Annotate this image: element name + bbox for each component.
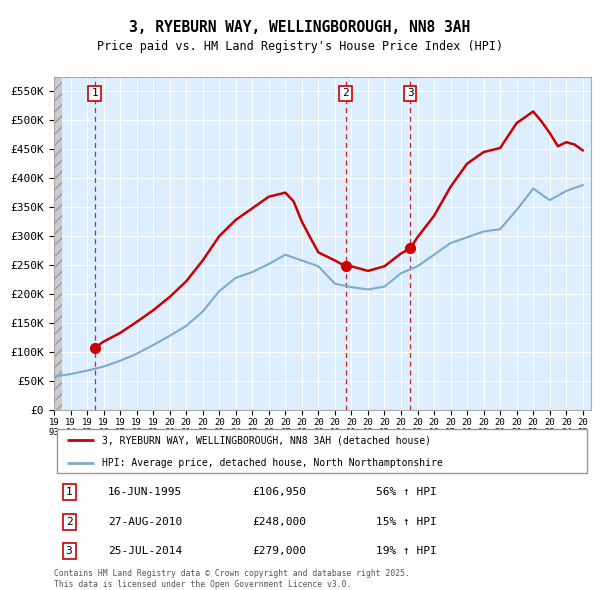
Text: 1: 1 <box>65 487 73 497</box>
Text: 3: 3 <box>65 546 73 556</box>
Text: £248,000: £248,000 <box>253 517 307 527</box>
Text: 19% ↑ HPI: 19% ↑ HPI <box>376 546 437 556</box>
Text: 25-JUL-2014: 25-JUL-2014 <box>108 546 182 556</box>
Text: 3, RYEBURN WAY, WELLINGBOROUGH, NN8 3AH (detached house): 3, RYEBURN WAY, WELLINGBOROUGH, NN8 3AH … <box>103 435 431 445</box>
Text: £106,950: £106,950 <box>253 487 307 497</box>
Bar <box>54 77 62 410</box>
Text: 3: 3 <box>407 88 413 99</box>
Text: £279,000: £279,000 <box>253 546 307 556</box>
Text: 15% ↑ HPI: 15% ↑ HPI <box>376 517 437 527</box>
Text: HPI: Average price, detached house, North Northamptonshire: HPI: Average price, detached house, Nort… <box>103 458 443 468</box>
Text: 56% ↑ HPI: 56% ↑ HPI <box>376 487 437 497</box>
Text: 2: 2 <box>342 88 349 99</box>
Text: Contains HM Land Registry data © Crown copyright and database right 2025.
This d: Contains HM Land Registry data © Crown c… <box>54 569 410 589</box>
FancyBboxPatch shape <box>56 429 587 473</box>
Text: 27-AUG-2010: 27-AUG-2010 <box>108 517 182 527</box>
Text: Price paid vs. HM Land Registry's House Price Index (HPI): Price paid vs. HM Land Registry's House … <box>97 40 503 53</box>
Text: 2: 2 <box>65 517 73 527</box>
Text: 1: 1 <box>91 88 98 99</box>
Text: 3, RYEBURN WAY, WELLINGBOROUGH, NN8 3AH: 3, RYEBURN WAY, WELLINGBOROUGH, NN8 3AH <box>130 20 470 35</box>
Text: 16-JUN-1995: 16-JUN-1995 <box>108 487 182 497</box>
